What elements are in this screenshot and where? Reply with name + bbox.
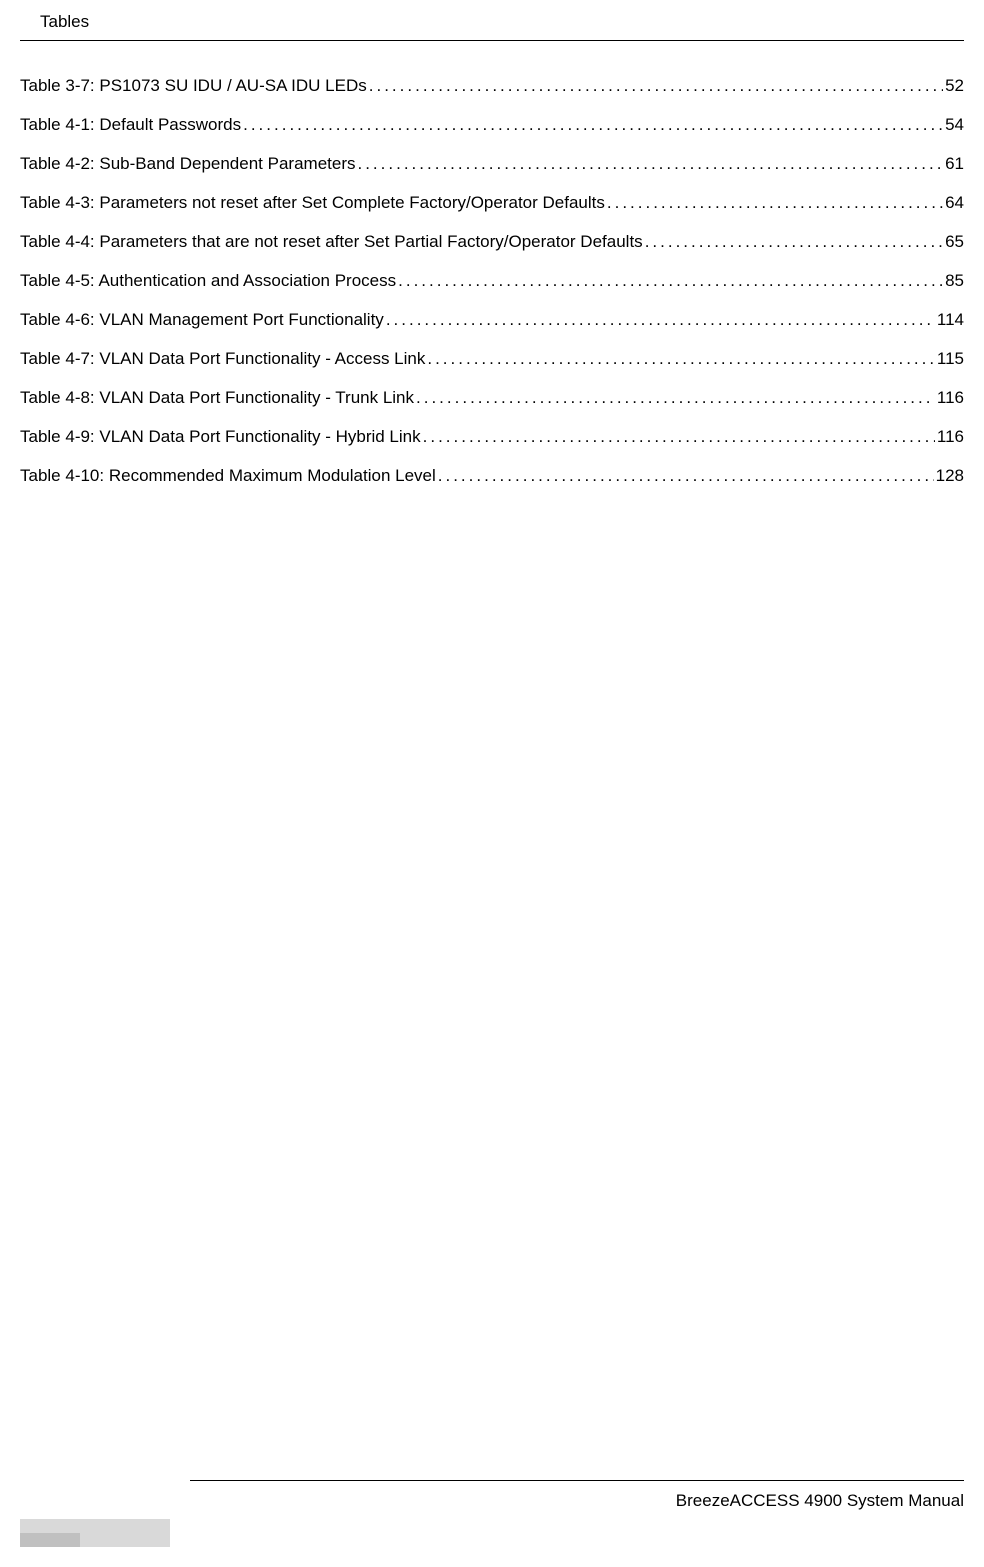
toc-dots: ........................................… xyxy=(427,349,935,369)
toc-page: 85 xyxy=(945,271,964,291)
toc-dots: ........................................… xyxy=(243,115,943,135)
toc-entry: Table 4-9: VLAN Data Port Functionality … xyxy=(20,427,964,447)
toc-dots: ........................................… xyxy=(386,310,935,330)
toc-page: 116 xyxy=(937,388,964,408)
toc-entry: Table 4-1: Default Passwords ...........… xyxy=(20,115,964,135)
toc-label: Table 4-8: VLAN Data Port Functionality … xyxy=(20,388,414,408)
toc-page: 128 xyxy=(936,466,964,486)
toc-label: Table 4-7: VLAN Data Port Functionality … xyxy=(20,349,425,369)
toc-dots: ........................................… xyxy=(645,232,943,252)
table-of-contents: Table 3-7: PS1073 SU IDU / AU-SA IDU LED… xyxy=(0,41,984,486)
toc-entry: Table 4-6: VLAN Management Port Function… xyxy=(20,310,964,330)
toc-page: 65 xyxy=(945,232,964,252)
toc-dots: ........................................… xyxy=(369,76,943,96)
toc-dots: ........................................… xyxy=(357,154,943,174)
toc-page: 54 xyxy=(945,115,964,135)
toc-entry: Table 4-7: VLAN Data Port Functionality … xyxy=(20,349,964,369)
toc-dots: ........................................… xyxy=(607,193,943,213)
toc-entry: Table 3-7: PS1073 SU IDU / AU-SA IDU LED… xyxy=(20,76,964,96)
toc-label: Table 4-4: Parameters that are not reset… xyxy=(20,232,643,252)
page-header: Tables xyxy=(20,0,964,41)
footer-block xyxy=(20,1519,170,1547)
toc-dots: ........................................… xyxy=(416,388,935,408)
toc-label: Table 4-6: VLAN Management Port Function… xyxy=(20,310,384,330)
toc-entry: Table 4-4: Parameters that are not reset… xyxy=(20,232,964,252)
header-title: Tables xyxy=(40,12,89,31)
toc-page: 61 xyxy=(945,154,964,174)
toc-dots: ........................................… xyxy=(423,427,935,447)
toc-dots: ........................................… xyxy=(398,271,943,291)
footer-manual-title: BreezeACCESS 4900 System Manual xyxy=(20,1491,964,1511)
page-footer: BreezeACCESS 4900 System Manual xviii xyxy=(0,1480,984,1567)
toc-label: Table 4-2: Sub-Band Dependent Parameters xyxy=(20,154,355,174)
toc-page: 116 xyxy=(937,427,964,447)
toc-label: Table 4-9: VLAN Data Port Functionality … xyxy=(20,427,421,447)
toc-dots: ........................................… xyxy=(438,466,934,486)
toc-label: Table 4-10: Recommended Maximum Modulati… xyxy=(20,466,436,486)
toc-entry: Table 4-8: VLAN Data Port Functionality … xyxy=(20,388,964,408)
toc-entry: Table 4-2: Sub-Band Dependent Parameters… xyxy=(20,154,964,174)
toc-page: 114 xyxy=(937,310,964,330)
toc-label: Table 4-3: Parameters not reset after Se… xyxy=(20,193,605,213)
toc-entry: Table 4-10: Recommended Maximum Modulati… xyxy=(20,466,964,486)
footer-divider xyxy=(190,1480,964,1481)
footer-block-inner xyxy=(20,1533,80,1547)
toc-page: 115 xyxy=(937,349,964,369)
toc-page: 52 xyxy=(945,76,964,96)
toc-page: 64 xyxy=(945,193,964,213)
toc-label: Table 4-1: Default Passwords xyxy=(20,115,241,135)
toc-entry: Table 4-3: Parameters not reset after Se… xyxy=(20,193,964,213)
toc-entry: Table 4-5: Authentication and Associatio… xyxy=(20,271,964,291)
toc-label: Table 4-5: Authentication and Associatio… xyxy=(20,271,396,291)
footer-bottom: xviii xyxy=(20,1519,964,1547)
toc-label: Table 3-7: PS1073 SU IDU / AU-SA IDU LED… xyxy=(20,76,367,96)
